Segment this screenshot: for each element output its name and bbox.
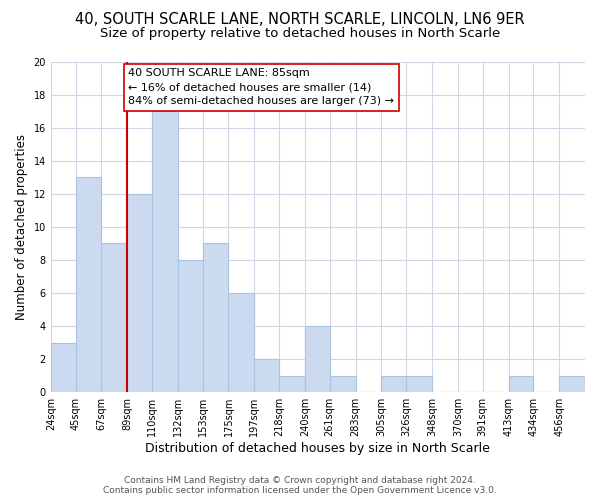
Text: Contains HM Land Registry data © Crown copyright and database right 2024.
Contai: Contains HM Land Registry data © Crown c… (103, 476, 497, 495)
Bar (101, 244, 127, 392)
Bar (152, 111, 178, 392)
Bar (559, 376, 585, 392)
Bar (76, 177, 101, 392)
Bar (329, 376, 356, 392)
Y-axis label: Number of detached properties: Number of detached properties (15, 134, 28, 320)
Bar (382, 376, 406, 392)
Bar (127, 194, 152, 392)
Bar (229, 293, 254, 392)
Bar (279, 376, 305, 392)
Bar (254, 359, 279, 392)
Bar (203, 244, 229, 392)
X-axis label: Distribution of detached houses by size in North Scarle: Distribution of detached houses by size … (145, 442, 490, 455)
Text: Size of property relative to detached houses in North Scarle: Size of property relative to detached ho… (100, 28, 500, 40)
Bar (178, 260, 203, 392)
Text: 40, SOUTH SCARLE LANE, NORTH SCARLE, LINCOLN, LN6 9ER: 40, SOUTH SCARLE LANE, NORTH SCARLE, LIN… (75, 12, 525, 28)
Bar (509, 376, 533, 392)
Bar (305, 326, 329, 392)
Bar (51, 342, 76, 392)
Text: 40 SOUTH SCARLE LANE: 85sqm
← 16% of detached houses are smaller (14)
84% of sem: 40 SOUTH SCARLE LANE: 85sqm ← 16% of det… (128, 68, 394, 106)
Bar (406, 376, 432, 392)
